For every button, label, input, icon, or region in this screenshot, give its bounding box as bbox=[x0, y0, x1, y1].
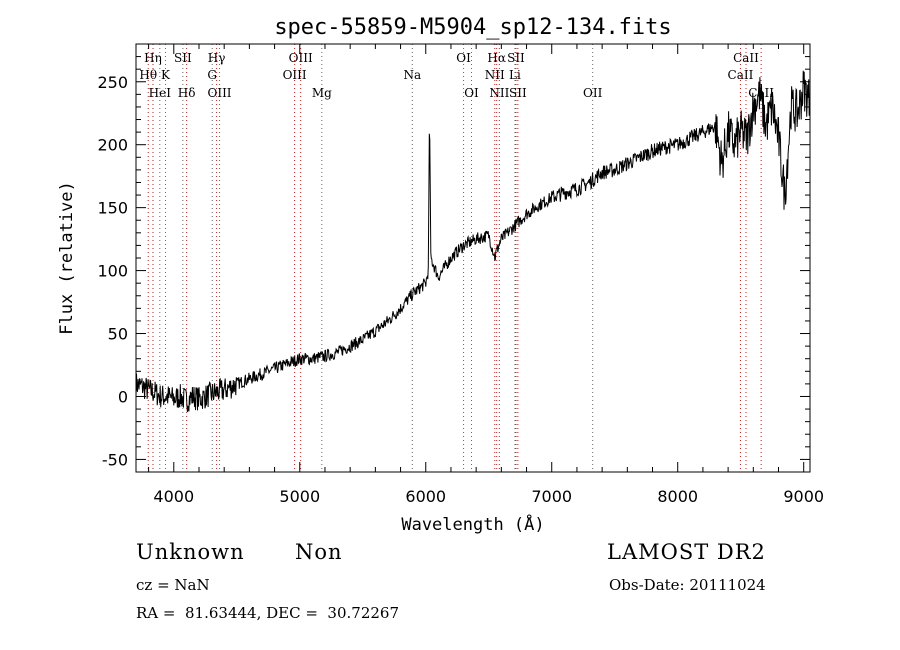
line-label-11: Mg bbox=[312, 86, 332, 100]
line-label-17: NII bbox=[485, 68, 505, 82]
line-label-21: OII bbox=[583, 86, 603, 100]
plot-frame bbox=[135, 43, 811, 473]
line-label-7: G bbox=[207, 68, 217, 82]
line-label-16: SII bbox=[507, 51, 525, 65]
line-label-22: CaII bbox=[733, 51, 759, 65]
y-axis-label: Flux (relative) bbox=[57, 181, 77, 335]
y-tick-label: 50 bbox=[108, 325, 128, 344]
x-tick-label: 6000 bbox=[405, 487, 446, 506]
line-label-9: OIII bbox=[289, 51, 313, 65]
line-label-14: OI bbox=[464, 86, 479, 100]
coordinates-label: RA = 81.63444, DEC = 30.72267 bbox=[136, 604, 400, 622]
line-label-0: Hη bbox=[144, 51, 162, 65]
line-label-3: HeI bbox=[149, 86, 172, 100]
subclass-label: Non bbox=[295, 540, 343, 564]
y-tick-label: 200 bbox=[97, 136, 128, 155]
y-tick-label: 100 bbox=[97, 262, 128, 281]
chart-title: spec-55859-M5904_sp12-134.fits bbox=[274, 15, 671, 40]
line-label-20: SII bbox=[509, 86, 527, 100]
line-label-15: Hα bbox=[487, 51, 506, 65]
survey-label: LAMOST DR2 bbox=[607, 540, 766, 564]
line-label-18: Li bbox=[509, 68, 521, 82]
x-axis-label: Wavelength (Å) bbox=[401, 513, 544, 535]
line-label-19: NII bbox=[489, 86, 509, 100]
line-label-23: CaII bbox=[728, 68, 754, 82]
line-label-10: OIII bbox=[283, 68, 307, 82]
y-tick-label: -50 bbox=[102, 450, 128, 469]
line-label-13: OI bbox=[456, 51, 471, 65]
line-label-4: SII bbox=[174, 51, 192, 65]
y-tick-label: 250 bbox=[97, 73, 128, 92]
x-tick-label: 4000 bbox=[153, 487, 194, 506]
line-label-12: Na bbox=[403, 68, 421, 82]
line-label-5: Hδ bbox=[178, 86, 196, 100]
y-tick-label: 0 bbox=[118, 387, 128, 406]
spectrum-line bbox=[135, 70, 811, 413]
x-tick-label: 8000 bbox=[657, 487, 698, 506]
line-label-8: OIII bbox=[207, 86, 231, 100]
x-tick-label: 7000 bbox=[531, 487, 572, 506]
line-label-2: K bbox=[161, 68, 171, 82]
line-label-6: Hγ bbox=[208, 51, 226, 65]
class-label: Unknown bbox=[136, 540, 245, 564]
line-label-1: Hθ bbox=[139, 68, 157, 82]
redshift-label: cz = NaN bbox=[136, 576, 210, 594]
y-tick-label: 150 bbox=[97, 199, 128, 218]
x-tick-label: 5000 bbox=[279, 487, 320, 506]
x-tick-label: 9000 bbox=[783, 487, 824, 506]
obs-date-label: Obs-Date: 20111024 bbox=[609, 576, 766, 594]
